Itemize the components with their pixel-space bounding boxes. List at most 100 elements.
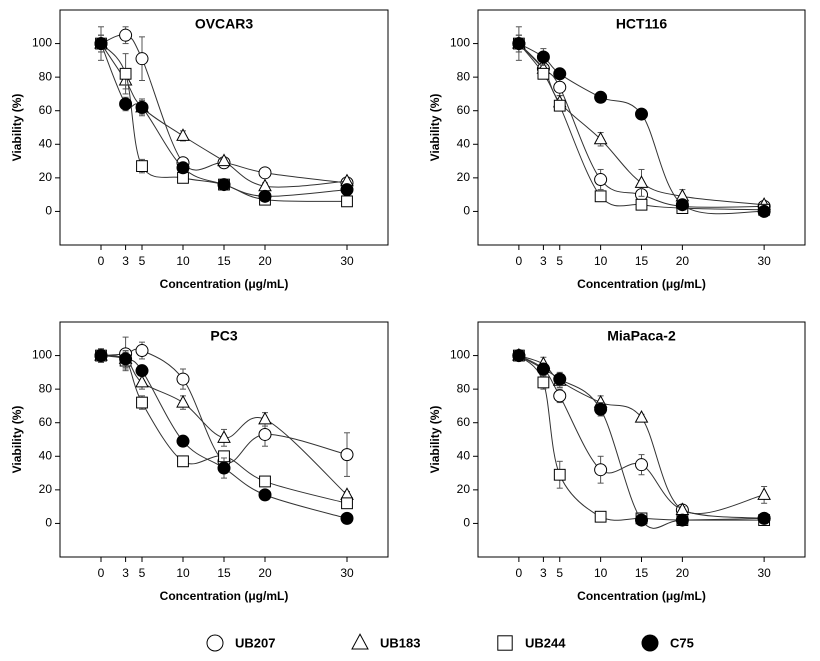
fit-curve	[100, 43, 348, 202]
x-tick-label: 3	[122, 566, 129, 580]
marker	[537, 376, 550, 389]
marker	[553, 80, 567, 94]
y-tick-label: 0	[463, 204, 470, 218]
marker	[634, 175, 649, 188]
y-tick-label: 80	[457, 69, 471, 83]
marker	[136, 396, 148, 409]
y-tick-label: 60	[457, 103, 471, 117]
y-tick-label: 40	[457, 136, 471, 150]
marker	[553, 372, 567, 386]
marker	[217, 461, 231, 475]
marker	[119, 97, 133, 111]
x-tick-label: 3	[540, 566, 547, 580]
chart-title: PC3	[210, 328, 237, 344]
marker	[757, 487, 771, 500]
marker	[94, 349, 108, 363]
marker	[176, 372, 190, 386]
marker	[594, 510, 607, 523]
marker	[594, 402, 608, 416]
y-axis-label: Viability (%)	[428, 406, 442, 474]
x-tick-label: 10	[594, 254, 608, 268]
y-tick-label: 0	[45, 516, 52, 530]
x-tick-label: 30	[757, 566, 771, 580]
chart-title: MiaPaca-2	[607, 328, 676, 344]
x-tick-label: 5	[139, 254, 146, 268]
y-tick-label: 80	[39, 381, 53, 395]
y-axis-label: Viability (%)	[10, 94, 24, 162]
x-tick-label: 15	[217, 254, 231, 268]
x-tick-label: 30	[757, 254, 771, 268]
marker	[512, 349, 526, 363]
marker	[553, 468, 566, 481]
x-tick-label: 3	[540, 254, 547, 268]
y-tick-label: 100	[450, 348, 470, 362]
y-tick-label: 20	[39, 482, 53, 496]
y-tick-label: 100	[32, 348, 52, 362]
marker	[675, 198, 689, 212]
legend-label: UB183	[380, 635, 420, 650]
marker	[258, 488, 272, 502]
marker	[594, 173, 608, 187]
x-tick-label: 5	[556, 254, 563, 268]
x-tick-label: 30	[340, 254, 354, 268]
y-tick-label: 100	[450, 36, 470, 50]
y-axis-label: Viability (%)	[10, 406, 24, 474]
marker	[340, 448, 354, 462]
marker	[536, 362, 550, 376]
marker	[135, 364, 149, 378]
y-tick-label: 40	[39, 136, 53, 150]
legend-marker	[641, 634, 659, 652]
marker	[135, 100, 149, 114]
y-tick-label: 60	[39, 103, 53, 117]
y-tick-label: 20	[39, 170, 53, 184]
y-axis-label: Viability (%)	[428, 94, 442, 162]
marker	[217, 178, 231, 192]
marker	[176, 128, 190, 141]
marker	[258, 189, 272, 203]
x-tick-label: 10	[594, 566, 608, 580]
legend-marker	[206, 634, 224, 652]
x-tick-label: 0	[516, 254, 523, 268]
x-tick-label: 10	[176, 254, 190, 268]
chart-title: OVCAR3	[195, 16, 254, 32]
marker	[536, 50, 550, 64]
marker	[176, 161, 190, 175]
marker	[258, 427, 272, 441]
x-tick-label: 15	[217, 566, 231, 580]
marker	[135, 344, 149, 358]
x-tick-label: 5	[556, 566, 563, 580]
x-tick-label: 20	[676, 566, 690, 580]
marker	[217, 430, 231, 443]
x-tick-label: 30	[340, 566, 354, 580]
marker	[594, 190, 607, 203]
legend-marker	[351, 633, 369, 650]
marker	[593, 131, 608, 145]
marker	[757, 511, 771, 525]
plot-frame	[59, 9, 389, 246]
y-tick-label: 80	[39, 69, 53, 83]
marker	[119, 352, 133, 366]
y-tick-label: 60	[457, 415, 471, 429]
marker	[341, 497, 353, 510]
y-tick-label: 100	[32, 36, 52, 50]
marker	[176, 434, 190, 448]
marker	[594, 463, 608, 477]
x-axis-label: Concentration (μg/mL)	[160, 277, 289, 291]
marker	[553, 389, 567, 403]
marker	[341, 195, 353, 208]
fit-curve	[100, 43, 348, 197]
marker	[340, 183, 354, 197]
marker	[635, 458, 648, 472]
legend-label: UB207	[235, 635, 275, 650]
marker	[594, 90, 608, 104]
x-tick-label: 15	[635, 254, 649, 268]
y-tick-label: 20	[457, 170, 471, 184]
legend-label: C75	[670, 635, 694, 650]
y-tick-label: 80	[457, 381, 471, 395]
marker	[94, 37, 108, 51]
x-tick-label: 0	[98, 566, 105, 580]
x-axis-label: Concentration (μg/mL)	[577, 589, 706, 603]
y-tick-label: 0	[45, 204, 52, 218]
marker	[537, 67, 550, 80]
